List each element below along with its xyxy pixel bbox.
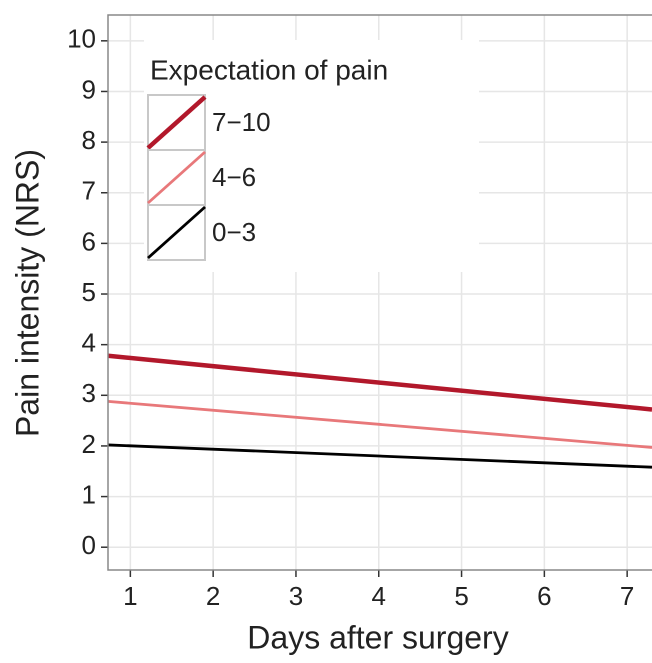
- y-tick-label: 2: [82, 429, 96, 459]
- x-tick-label: 4: [372, 581, 386, 611]
- y-axis-title: Pain intensity (NRS): [9, 149, 45, 437]
- legend-label: 7−10: [212, 107, 271, 137]
- x-tick-label: 7: [620, 581, 634, 611]
- x-axis-title: Days after surgery: [247, 619, 508, 655]
- x-tick-label: 6: [537, 581, 551, 611]
- y-tick-label: 6: [82, 226, 96, 256]
- legend-label: 4−6: [212, 162, 256, 192]
- y-tick-label: 7: [82, 176, 96, 206]
- y-tick-label: 8: [82, 125, 96, 155]
- x-tick-label: 1: [123, 581, 137, 611]
- y-tick-label: 3: [82, 378, 96, 408]
- legend-title: Expectation of pain: [150, 54, 388, 85]
- y-tick-label: 4: [82, 328, 96, 358]
- legend-swatch: [146, 95, 207, 150]
- y-tick-label: 9: [82, 74, 96, 104]
- y-tick-label: 10: [67, 24, 96, 54]
- series-line: [107, 353, 652, 412]
- y-tick-label: 5: [82, 277, 96, 307]
- series-line: [107, 443, 652, 469]
- legend-swatch: [147, 150, 206, 205]
- x-tick-label: 5: [454, 581, 468, 611]
- y-tick-label: 0: [82, 530, 96, 560]
- y-tick-label: 1: [82, 479, 96, 509]
- x-tick-label: 3: [289, 581, 303, 611]
- legend-swatch: [147, 205, 206, 260]
- panel-border: [107, 14, 652, 571]
- series-line: [107, 399, 652, 449]
- legend-label: 0−3: [212, 217, 256, 247]
- x-tick-label: 2: [206, 581, 220, 611]
